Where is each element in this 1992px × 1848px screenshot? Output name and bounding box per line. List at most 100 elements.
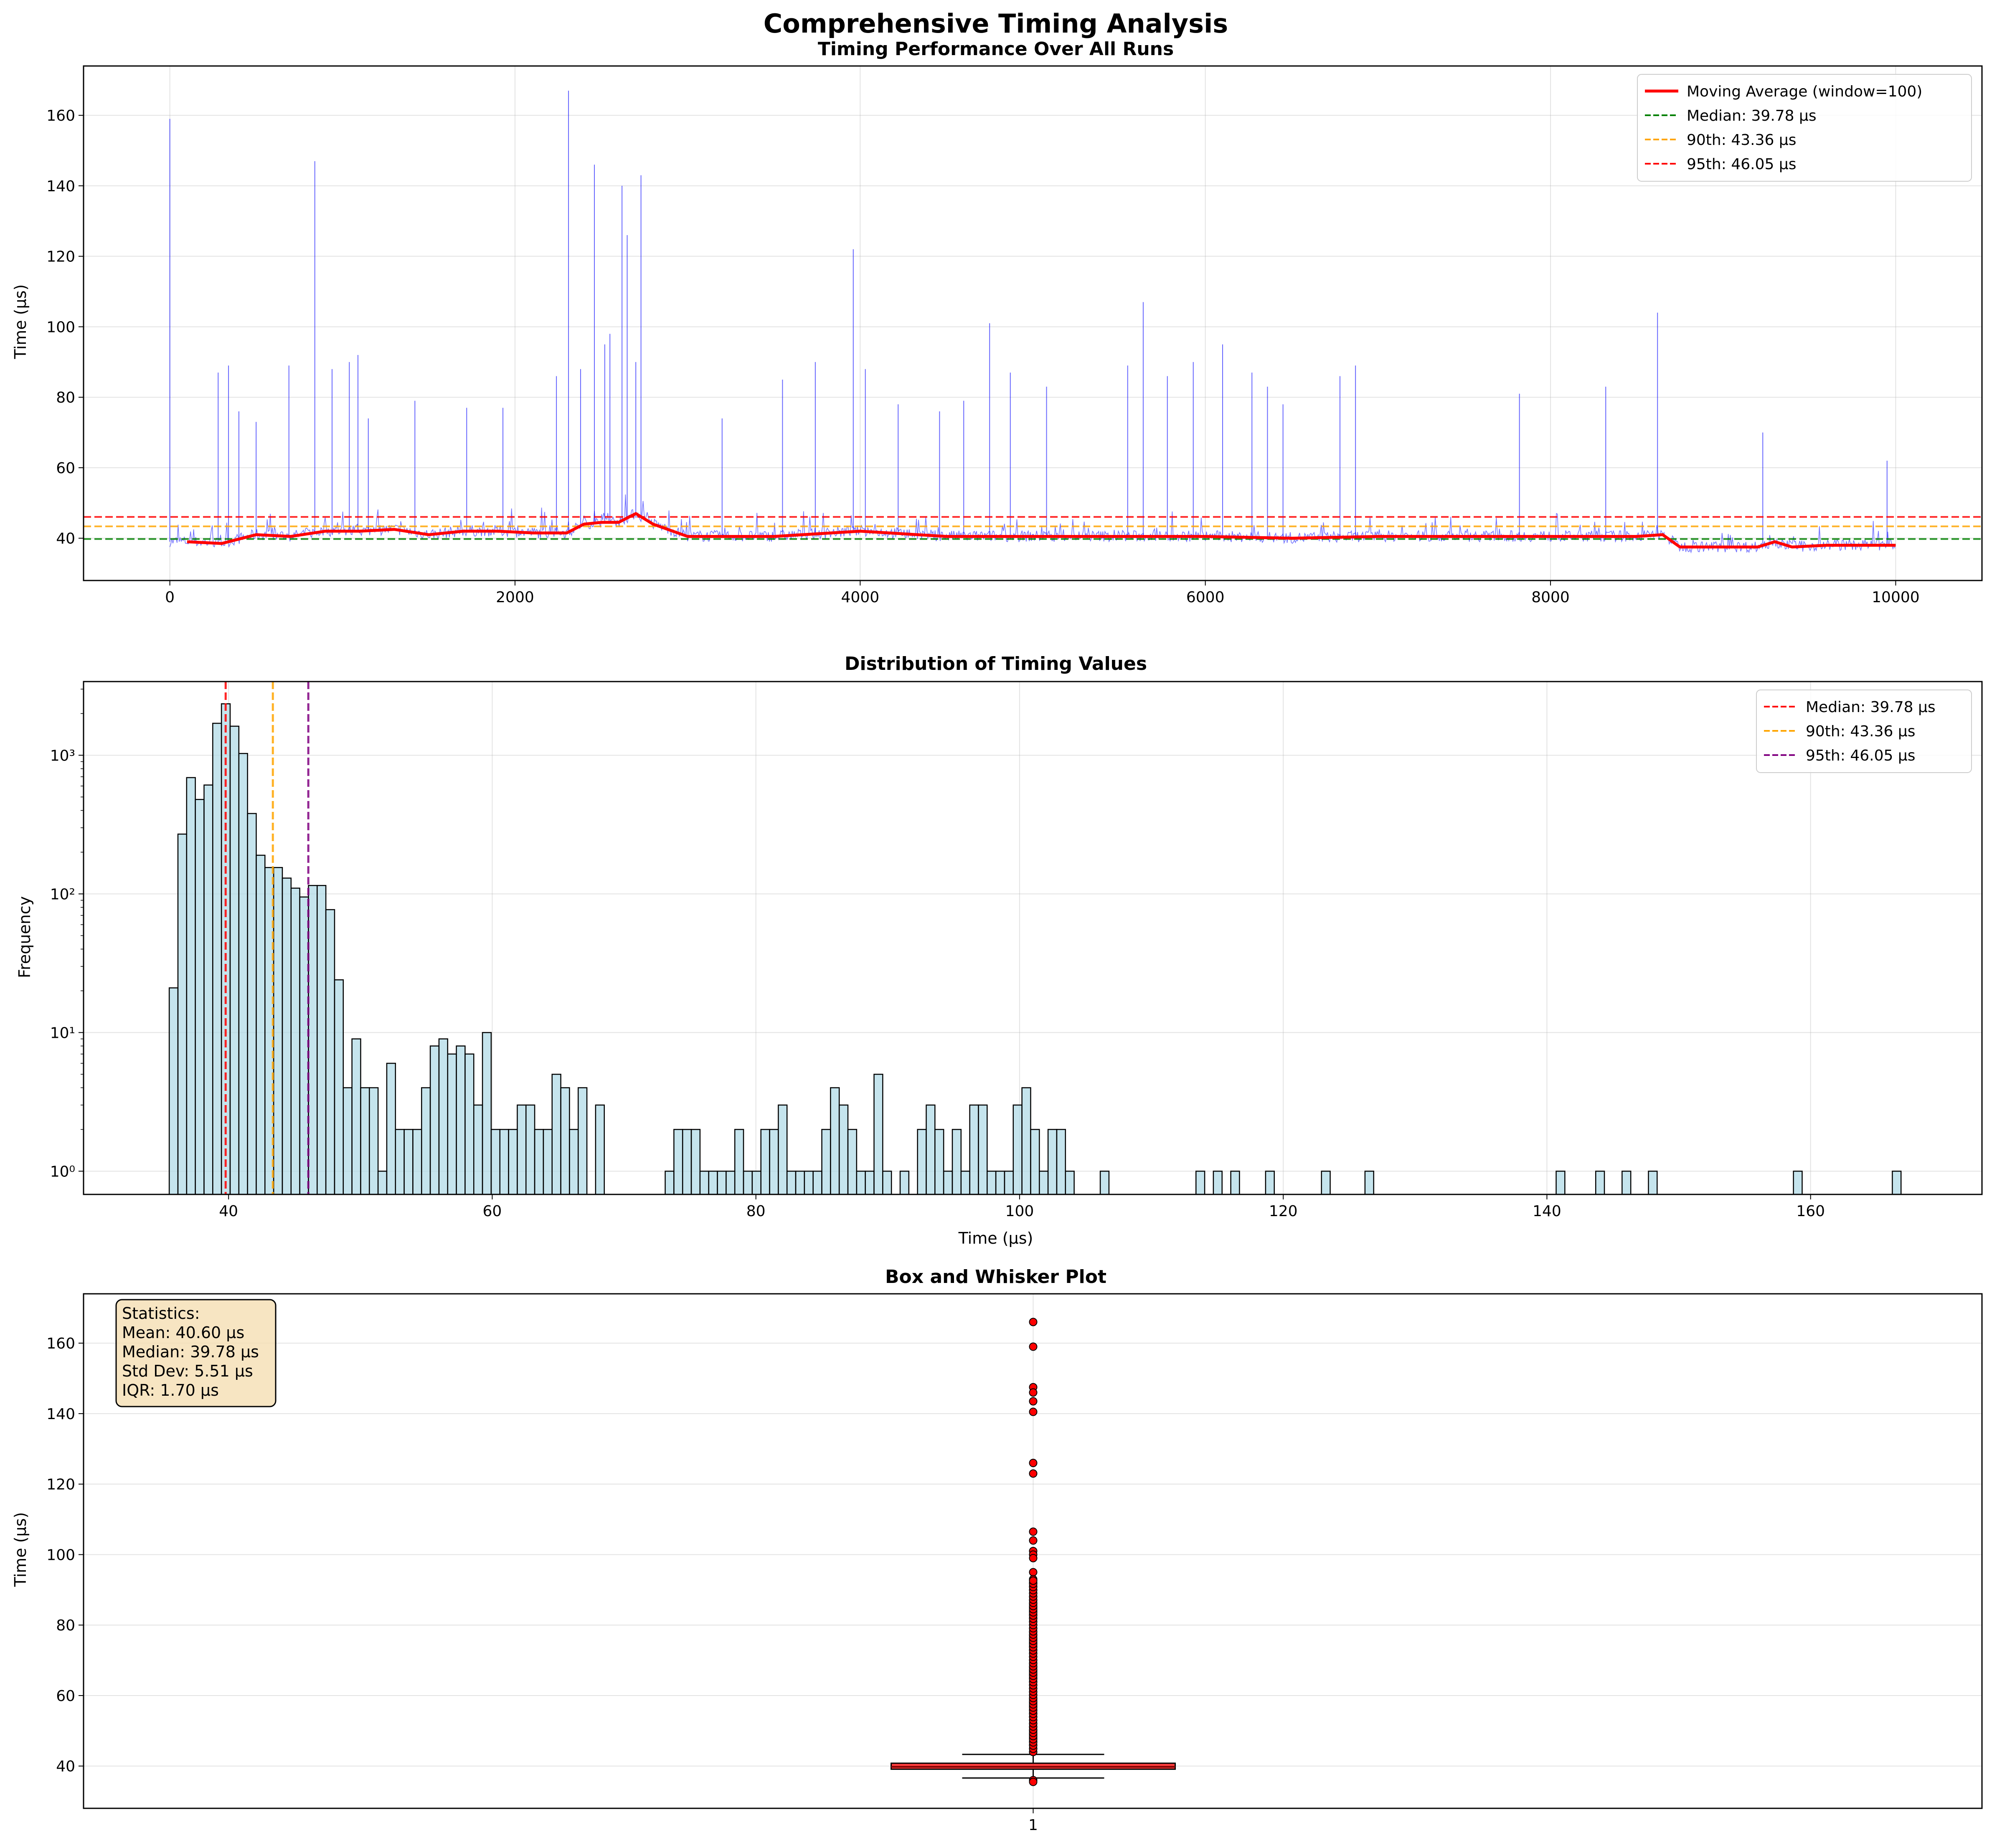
histogram-bar xyxy=(325,909,335,1195)
plot-frame xyxy=(83,1293,1983,1809)
legend-box xyxy=(1756,690,1972,773)
x-tick-label: 120 xyxy=(1269,1203,1298,1220)
histogram-bar xyxy=(882,1171,892,1195)
histogram-bar xyxy=(256,854,266,1195)
histogram-bar xyxy=(317,885,327,1195)
histogram-bar xyxy=(804,1171,814,1195)
histogram-bar xyxy=(560,1087,570,1195)
histogram-bar xyxy=(421,1087,431,1195)
histogram-bar xyxy=(1595,1171,1605,1195)
histogram-bar xyxy=(195,799,205,1195)
histogram-bar xyxy=(473,1104,483,1195)
statistics-box xyxy=(115,1299,277,1407)
y-tick-label: 120 xyxy=(46,248,75,266)
statistics-line: Mean: 40.60 µs xyxy=(122,1323,244,1342)
histogram-bar xyxy=(830,1087,840,1195)
histogram-bar xyxy=(1364,1171,1374,1195)
x-tick-label: 160 xyxy=(1796,1203,1825,1220)
y-tick-label: 10¹ xyxy=(50,1024,75,1042)
y-tick-label: 60 xyxy=(56,460,75,477)
legend-label: 90th: 43.36 µs xyxy=(1806,723,1915,740)
histogram-bar xyxy=(429,1045,440,1195)
histogram-bar xyxy=(1556,1171,1566,1195)
histogram-bar xyxy=(926,1104,936,1195)
outlier-point xyxy=(1029,1554,1038,1562)
histogram-bar xyxy=(1265,1171,1275,1195)
histogram-bar xyxy=(177,833,188,1195)
histogram-bar xyxy=(1622,1171,1632,1195)
histogram-bar xyxy=(543,1129,553,1195)
histogram-bar xyxy=(717,1171,727,1195)
histogram-bar xyxy=(343,1087,353,1195)
outlier-point xyxy=(1029,1397,1038,1406)
x-tick-label: 40 xyxy=(219,1203,238,1220)
histogram-bar xyxy=(673,1129,683,1195)
histogram-bar xyxy=(1230,1171,1240,1195)
statistics-line: Median: 39.78 µs xyxy=(122,1343,259,1361)
y-tick-label: 140 xyxy=(46,178,75,195)
outlier-point xyxy=(1029,1459,1038,1468)
y-tick-label: 140 xyxy=(46,1406,75,1423)
histogram-bar xyxy=(795,1171,805,1195)
histogram-bar xyxy=(595,1104,605,1195)
histogram-bar xyxy=(1065,1171,1075,1195)
y-tick-label: 160 xyxy=(46,107,75,124)
y-tick-label: 80 xyxy=(56,389,75,406)
histogram-bar xyxy=(960,1171,970,1195)
histogram-bar xyxy=(786,1171,797,1195)
y-tick-label: 120 xyxy=(46,1476,75,1493)
outlier-point xyxy=(1029,1568,1038,1577)
histogram-bar xyxy=(1012,1104,1023,1195)
legend-label: 90th: 43.36 µs xyxy=(1687,132,1796,149)
histogram-bar xyxy=(917,1129,927,1195)
outlier-point xyxy=(1029,1318,1038,1326)
histogram-bar xyxy=(499,1129,509,1195)
figure-suptitle: Comprehensive Timing Analysis xyxy=(764,8,1228,39)
panel-title: Timing Performance Over All Runs xyxy=(818,38,1174,60)
histogram-bar xyxy=(969,1104,979,1195)
moving-average-line xyxy=(187,512,1896,549)
histogram-bar xyxy=(665,1171,675,1195)
histogram-bar xyxy=(1047,1129,1058,1195)
histogram-bar xyxy=(1213,1171,1223,1195)
histogram-bar xyxy=(360,1087,370,1195)
histogram-bar xyxy=(212,722,222,1195)
y-tick-label: 60 xyxy=(56,1688,75,1705)
x-tick-label: 4000 xyxy=(841,589,880,606)
histogram-bar xyxy=(987,1171,997,1195)
histogram-bar xyxy=(1195,1171,1205,1195)
histogram-bar xyxy=(308,885,318,1195)
box-plot-panel: Box and Whisker Plot Time (µs) 40 60 80 100… xyxy=(11,1266,1983,1834)
histogram-bar xyxy=(865,1171,875,1195)
legend-label: Median: 39.78 µs xyxy=(1687,107,1817,124)
x-tick-label: 0 xyxy=(165,589,175,606)
histogram-bar xyxy=(299,896,309,1195)
histogram-bar xyxy=(369,1087,379,1195)
panel-title: Box and Whisker Plot xyxy=(885,1266,1106,1288)
histogram-bar xyxy=(943,1171,953,1195)
x-tick-label: 8000 xyxy=(1531,589,1570,606)
histogram-bar xyxy=(769,1129,779,1195)
histogram-bar xyxy=(751,1171,761,1195)
histogram-bar xyxy=(934,1129,944,1195)
histogram-bar xyxy=(168,987,179,1195)
histogram-bar xyxy=(395,1129,405,1195)
histogram-bar xyxy=(1021,1087,1031,1195)
x-tick-label: 1 xyxy=(1028,1817,1038,1834)
y-tick-label: 100 xyxy=(46,319,75,336)
timing-line-panel: Timing Performance Over All Runs Time (µ… xyxy=(11,38,1983,606)
histogram-bar xyxy=(726,1171,736,1195)
histogram-bar xyxy=(464,1053,475,1195)
histogram-bar xyxy=(899,1171,910,1195)
histogram-bar xyxy=(438,1038,449,1195)
raw-timing-series xyxy=(169,494,1896,554)
x-tick-label: 6000 xyxy=(1186,589,1225,606)
histogram-bar xyxy=(778,1104,788,1195)
histogram-bar xyxy=(1793,1171,1803,1195)
outlier-point xyxy=(1029,1388,1038,1397)
x-tick-label: 2000 xyxy=(496,589,534,606)
legend-label: 95th: 46.05 µs xyxy=(1806,747,1915,764)
y-tick-label: 80 xyxy=(56,1617,75,1634)
y-tick-label: 100 xyxy=(46,1546,75,1564)
